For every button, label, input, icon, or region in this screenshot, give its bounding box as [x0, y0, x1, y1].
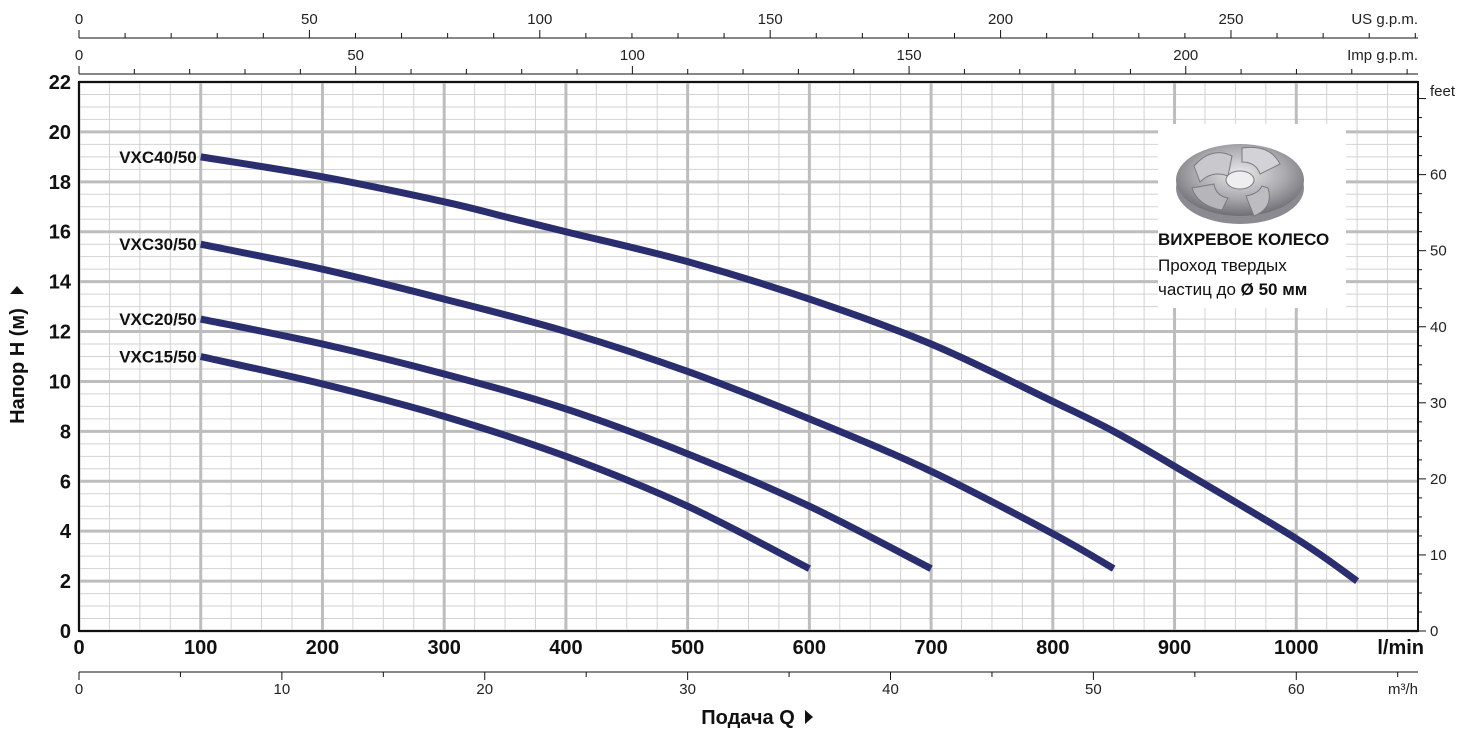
imp-gpm-axis-tick-label: 0 [75, 47, 83, 64]
impeller-title: ВИХРЕВОЕ КОЛЕСО [1158, 230, 1330, 249]
feet-tick-label: 50 [1430, 243, 1447, 260]
m3h-axis-tick-label: 0 [75, 681, 83, 698]
feet-tick-label: 10 [1430, 547, 1447, 564]
y-tick-label: 2 [60, 571, 71, 593]
x-tick-label: 1000 [1274, 637, 1319, 659]
feet-tick-label: 60 [1430, 167, 1447, 184]
us-gpm-axis-tick-label: 150 [758, 11, 783, 28]
solids-passage-prefix: частиц до [1158, 280, 1241, 299]
vortex-impeller-icon [1176, 144, 1304, 224]
us-gpm-axis-tick-label: 200 [988, 11, 1013, 28]
y-tick-label: 14 [49, 272, 72, 294]
axis-titles: Подача Q Напор H (м) [7, 286, 813, 729]
m3h-axis-tick-label: 20 [476, 681, 493, 698]
m3h-axis-tick-label: 30 [679, 681, 696, 698]
x-tick-label: 300 [427, 637, 460, 659]
solids-passage-line1: Проход твердых [1158, 256, 1287, 275]
us-gpm-axis-unit: US g.p.m. [1351, 11, 1418, 28]
solids-passage-line2: частиц до Ø 50 мм [1158, 280, 1307, 300]
series-label-vxc15-50: VXC15/50 [119, 348, 197, 367]
x-axis-title: Подача Q [701, 707, 795, 729]
feet-tick-label: 0 [1430, 623, 1438, 640]
x-tick-label: 0 [73, 637, 84, 659]
series-line-vxc15-50 [199, 353, 811, 572]
imp-gpm-axis-tick-label: 50 [347, 47, 364, 64]
head-axis: 0 2 4 6 8 10 12 14 16 18 20 22 [49, 72, 72, 643]
us-gpm-axis-tick-label: 250 [1218, 11, 1243, 28]
m3h-axis-tick-label: 50 [1085, 681, 1102, 698]
series-label-vxc30-50: VXC30/50 [119, 235, 197, 254]
m3h-axis-tick-label: 10 [274, 681, 291, 698]
x-title-arrow-icon [805, 710, 813, 724]
x-tick-label: 900 [1158, 637, 1191, 659]
us-gpm-axis-tick-label: 100 [527, 11, 552, 28]
m3h-axis-tick-label: 40 [882, 681, 899, 698]
imp-gpm-axis-tick-label: 100 [620, 47, 645, 64]
y-tick-label: 20 [49, 122, 71, 144]
y-tick-label: 10 [49, 371, 71, 393]
y-title-arrow-icon [10, 286, 24, 294]
x-tick-label: 600 [793, 637, 826, 659]
m3h-axis-tick-label: 60 [1288, 681, 1305, 698]
y-axis-title: Напор H (м) [7, 308, 29, 424]
imp-gpm-axis-tick-label: 150 [897, 47, 922, 64]
us-gpm-axis-tick-label: 50 [301, 11, 318, 28]
x-tick-label: 400 [549, 637, 582, 659]
top-secondary-axes: 0 50 100 150 200 250 US g.p.m. 0 50 100 150 200 Imp … [75, 11, 1418, 75]
solids-passage-size: Ø 50 мм [1240, 280, 1308, 299]
series-label-vxc20-50: VXC20/50 [119, 310, 197, 329]
feet-axis: 0 10 20 30 40 50 60 feet [1418, 83, 1456, 640]
x-tick-label: 800 [1036, 637, 1069, 659]
series-line-vxc20-50 [200, 315, 933, 572]
y-tick-label: 18 [49, 172, 71, 194]
m3h-axis: 0 10 20 30 40 50 60 m³/h [75, 671, 1418, 698]
flow-axis: 0 100 200 300 400 500 600 700 800 900 1000 l/min [73, 637, 1424, 659]
series-label-vxc40-50: VXC40/50 [119, 148, 197, 167]
impeller-info-box: ВИХРЕВОЕ КОЛЕСО Проход твердых частиц до… [1158, 124, 1346, 308]
y-tick-label: 6 [60, 471, 71, 493]
feet-tick-label: 40 [1430, 319, 1447, 336]
series-line-vxc40-50 [200, 153, 1360, 584]
feet-tick-label: 20 [1430, 471, 1447, 488]
plot-frame [78, 81, 1419, 632]
x-tick-label: 100 [184, 637, 217, 659]
y-tick-label: 4 [60, 521, 72, 543]
x-tick-label: 700 [914, 637, 947, 659]
x-unit-label: l/min [1377, 637, 1424, 659]
y-tick-label: 12 [49, 322, 71, 344]
x-tick-label: 500 [671, 637, 704, 659]
imp-gpm-axis-tick-label: 200 [1173, 47, 1198, 64]
imp-gpm-axis-unit: Imp g.p.m. [1347, 47, 1418, 64]
series-line-vxc30-50 [200, 240, 1116, 572]
series-group: VXC40/50 VXC30/50 VXC20/50 VXC15/50 [119, 148, 1360, 584]
y-tick-label: 0 [60, 621, 71, 643]
x-tick-label: 200 [306, 637, 339, 659]
m3h-axis-unit: m³/h [1388, 681, 1418, 698]
feet-tick-label: 30 [1430, 395, 1447, 412]
y-tick-label: 8 [60, 421, 71, 443]
y-tick-label: 22 [49, 72, 71, 94]
y-tick-label: 16 [49, 222, 71, 244]
feet-unit: feet [1430, 83, 1456, 100]
us-gpm-axis-tick-label: 0 [75, 11, 83, 28]
